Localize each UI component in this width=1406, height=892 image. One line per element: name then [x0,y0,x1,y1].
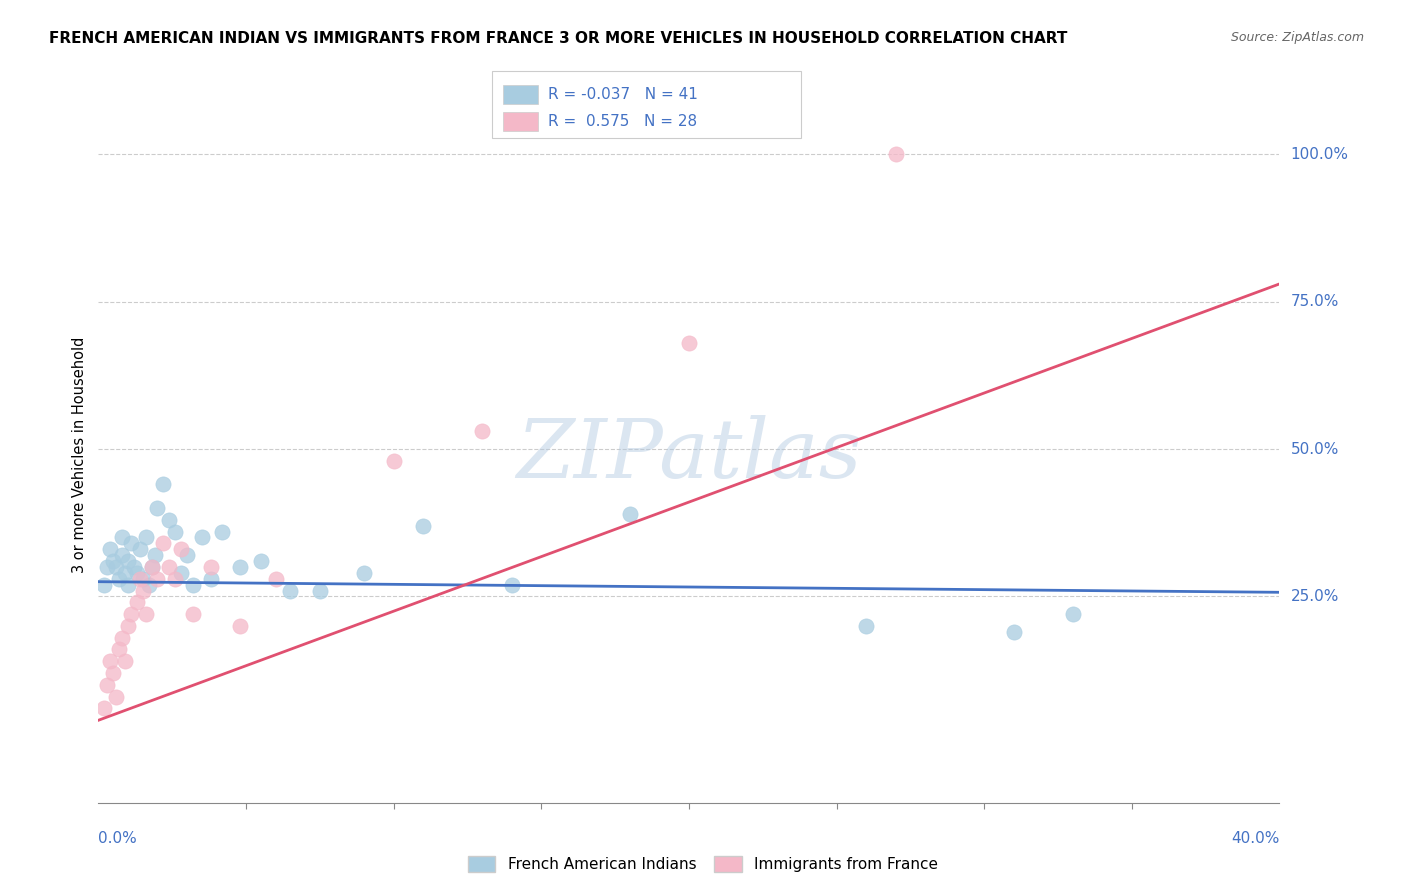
Point [157,513,180,527]
Point [200,560,222,574]
Point [122,560,145,574]
Point [125,566,148,580]
Text: FRENCH AMERICAN INDIAN VS IMMIGRANTS FROM FRANCE 3 OR MORE VEHICLES IN HOUSEHOLD: FRENCH AMERICAN INDIAN VS IMMIGRANTS FRO… [49,31,1067,46]
Text: R = -0.037   N = 41: R = -0.037 N = 41 [548,87,699,102]
Point [678,335,700,350]
Point [117,577,139,591]
Point [176,548,198,562]
Text: Source: ZipAtlas.com: Source: ZipAtlas.com [1230,31,1364,45]
Point [152,536,174,550]
Point [855,619,877,633]
Legend: French American Indians, Immigrants from France: French American Indians, Immigrants from… [460,848,946,880]
Point [98,542,121,557]
Point [884,147,907,161]
Point [96,678,118,692]
Point [141,560,163,574]
Point [120,607,142,621]
Point [120,536,142,550]
Point [278,583,302,598]
Point [111,531,134,545]
Point [141,560,163,574]
Point [93,701,115,715]
Point [143,548,166,562]
Point [200,572,222,586]
Point [152,477,174,491]
Y-axis label: 3 or more Vehicles in Household: 3 or more Vehicles in Household [72,337,87,573]
Point [309,583,332,598]
Text: 0.0%: 0.0% [98,831,138,846]
Point [135,531,157,545]
Point [114,566,136,580]
Point [93,577,115,591]
Point [103,666,125,681]
Point [211,524,233,539]
Point [111,631,134,645]
Point [117,619,139,633]
Point [181,607,204,621]
Text: 50.0%: 50.0% [1291,442,1339,457]
Point [128,572,150,586]
Point [229,560,252,574]
Point [138,577,160,591]
Point [412,518,434,533]
Point [125,595,148,609]
Point [132,572,155,586]
Point [165,524,187,539]
Point [1002,624,1025,639]
Point [382,454,405,468]
Point [619,507,641,521]
Point [96,560,118,574]
Text: 40.0%: 40.0% [1232,831,1279,846]
Point [135,607,157,621]
Point [98,654,121,668]
Point [250,554,273,568]
Text: ZIPatlas: ZIPatlas [516,415,862,495]
Point [105,690,128,704]
Point [165,572,187,586]
Point [117,554,139,568]
Text: 75.0%: 75.0% [1291,294,1339,310]
Point [103,554,125,568]
Point [105,560,128,574]
Point [132,583,155,598]
Point [264,572,287,586]
Point [191,531,214,545]
Point [157,560,180,574]
Point [108,642,131,657]
Point [146,500,169,515]
Point [114,654,136,668]
Point [170,542,193,557]
Point [181,577,204,591]
Point [501,577,523,591]
Text: 25.0%: 25.0% [1291,589,1339,604]
Point [170,566,193,580]
Point [1062,607,1084,621]
Point [229,619,252,633]
Point [111,548,134,562]
Point [471,425,494,439]
Point [146,572,169,586]
Point [128,542,150,557]
Text: R =  0.575   N = 28: R = 0.575 N = 28 [548,114,697,128]
Point [108,572,131,586]
Text: 100.0%: 100.0% [1291,146,1348,161]
Point [353,566,375,580]
